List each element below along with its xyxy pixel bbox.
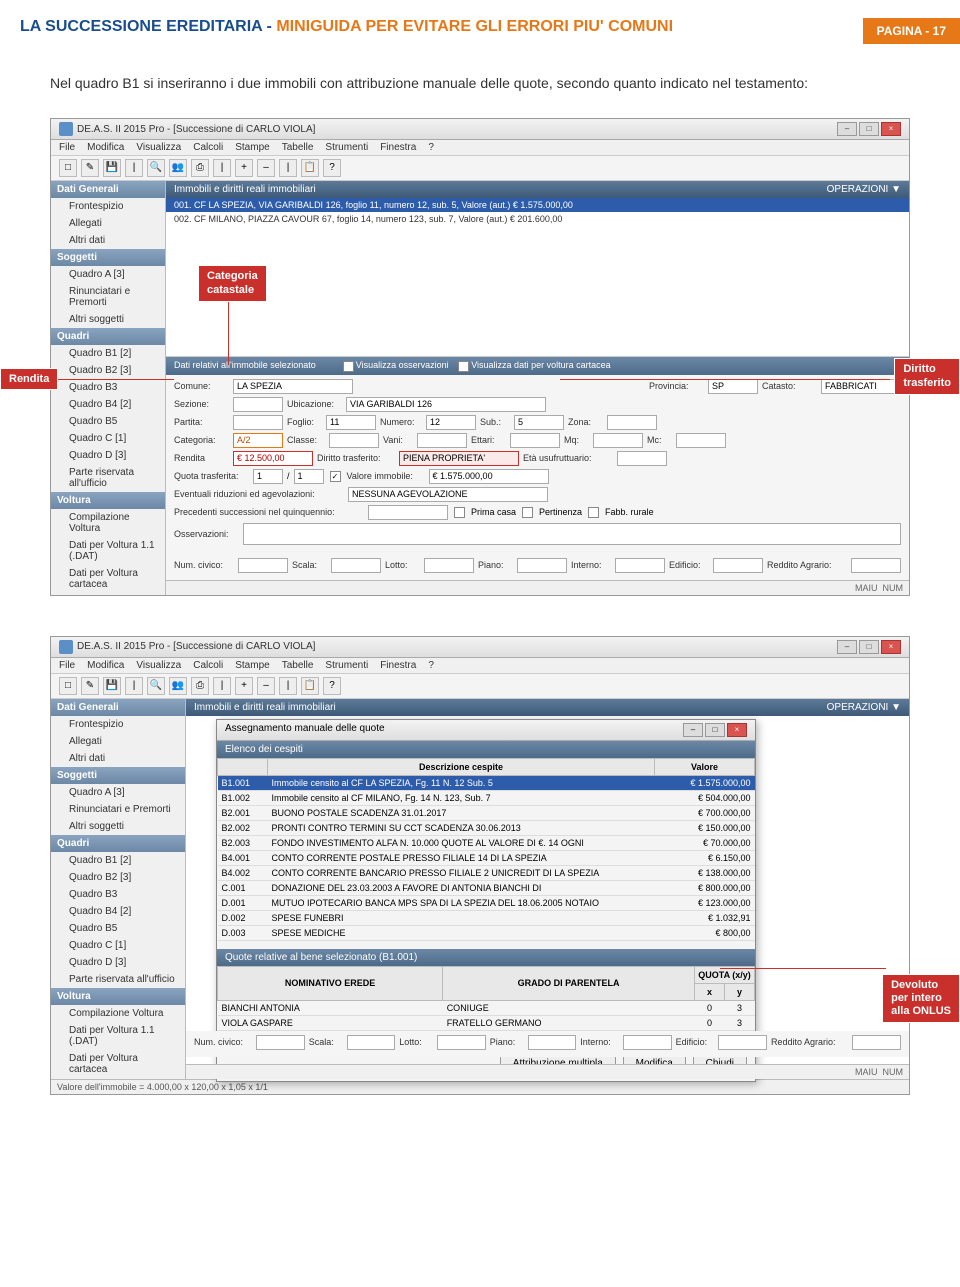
operations-menu[interactable]: OPERAZIONI ▼ <box>827 184 901 195</box>
sidebar-item[interactable]: Quadro C [1] <box>51 430 165 447</box>
maximize-button[interactable]: □ <box>859 122 879 136</box>
sidebar-item[interactable]: Quadro D [3] <box>51 447 165 464</box>
side-section-soggetti: Soggetti <box>51 249 165 266</box>
table-row[interactable]: VIOLA GASPAREFRATELLO GERMANO03 <box>218 1015 755 1030</box>
side-section-dati: Dati Generali <box>51 181 165 198</box>
statusbar: MAIU NUM <box>166 580 909 595</box>
table-row[interactable]: B1.001Immobile censito al CF LA SPEZIA, … <box>218 775 755 790</box>
cespiti-table: Descrizione cespite Valore B1.001Immobil… <box>217 758 755 941</box>
sidebar-item[interactable]: Altri dati <box>51 232 165 249</box>
side-section-voltura: Voltura <box>51 492 165 509</box>
sidebar-item[interactable]: Quadro B4 [2] <box>51 396 165 413</box>
dialog-section-header: Elenco dei cespiti <box>217 741 755 758</box>
close-button[interactable]: × <box>881 122 901 136</box>
intro-text: Nel quadro B1 si inseriranno i due immob… <box>0 56 960 118</box>
list-row[interactable]: 001. CF LA SPEZIA, VIA GARIBALDI 126, fo… <box>166 198 909 212</box>
screenshot-2: DE.A.S. II 2015 Pro - [Successione di CA… <box>50 636 910 1095</box>
table-row[interactable]: B4.001CONTO CORRENTE POSTALE PRESSO FILI… <box>218 850 755 865</box>
maximize-button[interactable]: □ <box>859 640 879 654</box>
diritto-input[interactable]: PIENA PROPRIETA' <box>399 451 519 466</box>
callout-devoluto: Devoluto per intero alla ONLUS <box>882 974 960 1024</box>
sidebar-item[interactable]: Quadro B2 [3] <box>51 362 165 379</box>
sidebar-item[interactable]: Dati per Voltura cartacea <box>51 565 165 593</box>
table-row[interactable]: D.002SPESE FUNEBRI€ 1.032,91 <box>218 910 755 925</box>
sidebar-item[interactable]: Frontespizio <box>51 198 165 215</box>
window-titlebar: DE.A.S. II 2015 Pro - [Successione di CA… <box>51 119 909 140</box>
provincia-input[interactable]: SP <box>708 379 758 394</box>
sidebar-item[interactable]: Allegati <box>51 215 165 232</box>
screenshot-1: DE.A.S. II 2015 Pro - [Successione di CA… <box>50 118 910 595</box>
close-button[interactable]: × <box>881 640 901 654</box>
sidebar-item[interactable]: Rinunciatari e Premorti <box>51 283 165 311</box>
table-row[interactable]: D.003SPESE MEDICHE€ 800,00 <box>218 925 755 940</box>
dialog-section-header-2: Quote relative al bene selezionato (B1.0… <box>217 949 755 966</box>
table-row[interactable]: BIANCHI ANTONIACONIUGE03 <box>218 1000 755 1015</box>
minimize-button[interactable]: – <box>837 122 857 136</box>
callout-categoria: Categoriacatastale <box>198 265 267 301</box>
window-title: DE.A.S. II 2015 Pro - [Successione di CA… <box>77 124 315 135</box>
page-number-badge: PAGINA - 17 <box>863 18 960 44</box>
sidebar-item[interactable]: Quadro B3 <box>51 379 165 396</box>
callout-rendita: Rendita <box>0 368 58 390</box>
sidebar-item[interactable]: Dati per Voltura 1.1 (.DAT) <box>51 537 165 565</box>
list-row[interactable]: 002. CF MILANO, PIAZZA CAVOUR 67, foglio… <box>166 212 909 226</box>
toolbar[interactable]: □✎💾|🔍👥⎙|+–|📋? <box>51 674 909 699</box>
ubicazione-input[interactable]: VIA GARIBALDI 126 <box>346 397 546 412</box>
page-header: LA SUCCESSIONE EREDITARIA - MINIGUIDA PE… <box>0 0 960 56</box>
table-row[interactable]: B4.002CONTO CORRENTE BANCARIO PRESSO FIL… <box>218 865 755 880</box>
operations-menu[interactable]: OPERAZIONI ▼ <box>827 702 901 713</box>
sidebar-item[interactable]: Altri soggetti <box>51 311 165 328</box>
window-titlebar: DE.A.S. II 2015 Pro - [Successione di CA… <box>51 637 909 658</box>
sidebar-item[interactable]: Quadro B5 <box>51 413 165 430</box>
form-header: Dati relativi all'immobile selezionato ✓… <box>166 357 909 374</box>
statusbar: MAIU NUM <box>186 1064 909 1079</box>
rendita-input[interactable]: € 12.500,00 <box>233 451 313 466</box>
callout-diritto: Dirittotrasferito <box>894 358 960 394</box>
table-row[interactable]: B2.002PRONTI CONTRO TERMINI SU CCT SCADE… <box>218 820 755 835</box>
table-row[interactable]: C.001DONAZIONE DEL 23.03.2003 A FAVORE D… <box>218 880 755 895</box>
sidebar-item[interactable]: Compilazione Voltura <box>51 509 165 537</box>
main-panel-title: Immobili e diritti reali immobiliari OPE… <box>166 181 909 198</box>
minimize-button[interactable]: – <box>837 640 857 654</box>
table-row[interactable]: D.001MUTUO IPOTECARIO BANCA MPS SPA DI L… <box>218 895 755 910</box>
menubar[interactable]: FileModificaVisualizzaCalcoliStampeTabel… <box>51 658 909 674</box>
main-panel-title: Immobili e diritti reali immobiliari OPE… <box>186 699 909 716</box>
categoria-input[interactable]: A/2 <box>233 433 283 448</box>
side-section-quadri: Quadri <box>51 328 165 345</box>
comune-input[interactable]: LA SPEZIA <box>233 379 353 394</box>
dialog-titlebar: Assegnamento manuale delle quote –□× <box>217 720 755 741</box>
sidebar: Dati Generali Frontespizio Allegati Altr… <box>51 699 186 1079</box>
toolbar[interactable]: □✎💾|🔍👥⎙|+–|📋? <box>51 156 909 181</box>
sidebar: Dati Generali Frontespizio Allegati Altr… <box>51 181 166 594</box>
app-icon <box>59 122 73 136</box>
sidebar-item[interactable]: Quadro B1 [2] <box>51 345 165 362</box>
table-row[interactable]: B2.001BUONO POSTALE SCADENZA 31.01.2017€… <box>218 805 755 820</box>
page-title: LA SUCCESSIONE EREDITARIA - MINIGUIDA PE… <box>20 18 673 36</box>
dialog-assegnamento: Assegnamento manuale delle quote –□× Ele… <box>216 719 756 1082</box>
sidebar-item[interactable]: Parte riservata all'ufficio <box>51 464 165 492</box>
menubar[interactable]: FileModificaVisualizzaCalcoliStampeTabel… <box>51 140 909 156</box>
catasto-input[interactable]: FABBRICATI <box>821 379 901 394</box>
app-icon <box>59 640 73 654</box>
window-title: DE.A.S. II 2015 Pro - [Successione di CA… <box>77 641 315 652</box>
sidebar-item[interactable]: Quadro A [3] <box>51 266 165 283</box>
table-row[interactable]: B1.002Immobile censito al CF MILANO, Fg.… <box>218 790 755 805</box>
table-row[interactable]: B2.003FONDO INVESTIMENTO ALFA N. 10.000 … <box>218 835 755 850</box>
